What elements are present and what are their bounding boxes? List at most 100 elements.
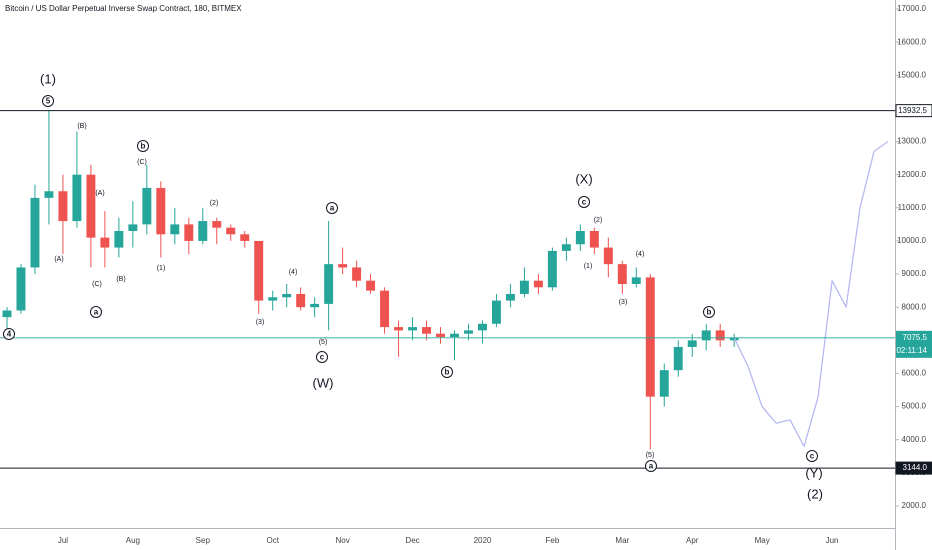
wave-label: (3) xyxy=(256,319,265,326)
x-tick-label: Jul xyxy=(58,536,68,545)
candle-body xyxy=(673,346,683,371)
candle-body xyxy=(240,234,250,241)
x-tick-label: Dec xyxy=(405,536,419,545)
y-tick-label: 2000.0 xyxy=(902,501,927,510)
candle-body xyxy=(44,191,54,198)
countdown-label: 02:11:14 xyxy=(896,346,927,355)
wave-circle xyxy=(806,450,818,462)
y-tick-label: 8000.0 xyxy=(902,302,927,311)
candle-body xyxy=(547,250,557,288)
x-tick-label: Jun xyxy=(826,536,839,545)
y-tick-label: 13000.0 xyxy=(897,137,926,146)
x-tick-label: Aug xyxy=(126,536,140,545)
y-tick-label: 5000.0 xyxy=(902,402,927,411)
candle-body xyxy=(16,267,26,311)
candle-body xyxy=(30,197,40,268)
wave-label: b xyxy=(707,308,712,317)
candle-body xyxy=(296,293,306,308)
candle-body xyxy=(184,224,194,241)
candle-body xyxy=(464,330,473,334)
y-tick-label: 11000.0 xyxy=(898,203,927,212)
candle-body xyxy=(589,231,599,248)
wave-label: (W) xyxy=(313,375,334,390)
wave-circle xyxy=(3,328,15,340)
wave-label: (3) xyxy=(619,299,628,306)
candles xyxy=(2,110,739,450)
candle-body xyxy=(198,221,208,241)
candle-body xyxy=(268,297,278,301)
wave-label: (C) xyxy=(92,281,102,288)
level-label-box xyxy=(895,104,932,118)
y-tick-label: 10000.0 xyxy=(897,236,926,245)
candle-body xyxy=(687,340,697,347)
wave-label: (1) xyxy=(584,263,593,270)
x-tick-label: May xyxy=(755,536,770,545)
wave-label: (2) xyxy=(594,217,603,224)
wave-circle xyxy=(90,306,102,318)
candle-body xyxy=(533,280,543,288)
candle-body xyxy=(505,293,515,301)
wave-circle xyxy=(645,460,657,472)
candle-body xyxy=(645,277,655,397)
candle-body xyxy=(659,370,669,397)
projection-path xyxy=(733,140,889,448)
wave-label: (1) xyxy=(157,265,166,272)
candle-body xyxy=(701,330,711,341)
candle-body xyxy=(380,290,390,328)
candle-body xyxy=(170,224,180,235)
wave-label: (C) xyxy=(137,159,147,166)
candle-body xyxy=(2,310,12,318)
wave-circle xyxy=(578,196,590,208)
wave-circle xyxy=(441,366,453,378)
wave-label: 5 xyxy=(46,97,51,106)
wave-label: c xyxy=(810,452,815,461)
candle-body xyxy=(58,191,68,222)
wave-label: (Y) xyxy=(805,465,822,480)
wave-label: (X) xyxy=(575,171,592,186)
wave-label: (5) xyxy=(319,339,328,346)
x-tick-label: 2020 xyxy=(474,536,492,545)
wave-label: a xyxy=(649,462,654,471)
wave-label: (4) xyxy=(636,251,645,258)
wave-label: (1) xyxy=(40,71,56,86)
last-price-label: 7075.5 xyxy=(903,333,928,342)
candle-body xyxy=(352,267,362,281)
wave-label: a xyxy=(94,308,99,317)
wave-label: (A) xyxy=(95,190,104,197)
candle-body xyxy=(156,187,166,235)
candle-body xyxy=(72,174,82,222)
y-tick-label: 6000.0 xyxy=(902,369,927,378)
y-tick-label: 17000.0 xyxy=(897,4,926,13)
wave-label: b xyxy=(445,368,450,377)
candle-body xyxy=(86,174,96,238)
y-tick-label: 16000.0 xyxy=(897,37,926,46)
last-price-box xyxy=(896,330,932,358)
y-tick-label: 9000.0 xyxy=(902,269,927,278)
level-label: 13932.5 xyxy=(898,106,927,115)
wave-label: (B) xyxy=(116,276,125,283)
wave-label: (2) xyxy=(807,486,823,501)
candle-body xyxy=(575,231,585,245)
candle-body xyxy=(128,224,138,231)
y-tick-label: 12000.0 xyxy=(897,170,926,179)
wave-circle xyxy=(42,95,54,107)
candle-body xyxy=(226,227,236,235)
wave-label: c xyxy=(320,353,325,362)
candle-body xyxy=(519,280,529,294)
candle-body xyxy=(436,333,445,338)
wave-label: 4 xyxy=(7,330,12,339)
candle-body xyxy=(310,303,320,308)
y-tick-label: 4000.0 xyxy=(902,435,927,444)
candle-body xyxy=(408,327,418,331)
wave-circle xyxy=(326,202,338,214)
wave-circle xyxy=(316,351,328,363)
candle-body xyxy=(394,327,404,331)
x-tick-label: Apr xyxy=(686,536,699,545)
candle-body xyxy=(491,300,501,324)
level-label: 3144.0 xyxy=(903,463,928,472)
candle-body xyxy=(715,330,725,341)
level-label-box xyxy=(895,461,932,475)
wave-label: (B) xyxy=(77,123,86,130)
chart-title: Bitcoin / US Dollar Perpetual Inverse Sw… xyxy=(5,4,242,13)
